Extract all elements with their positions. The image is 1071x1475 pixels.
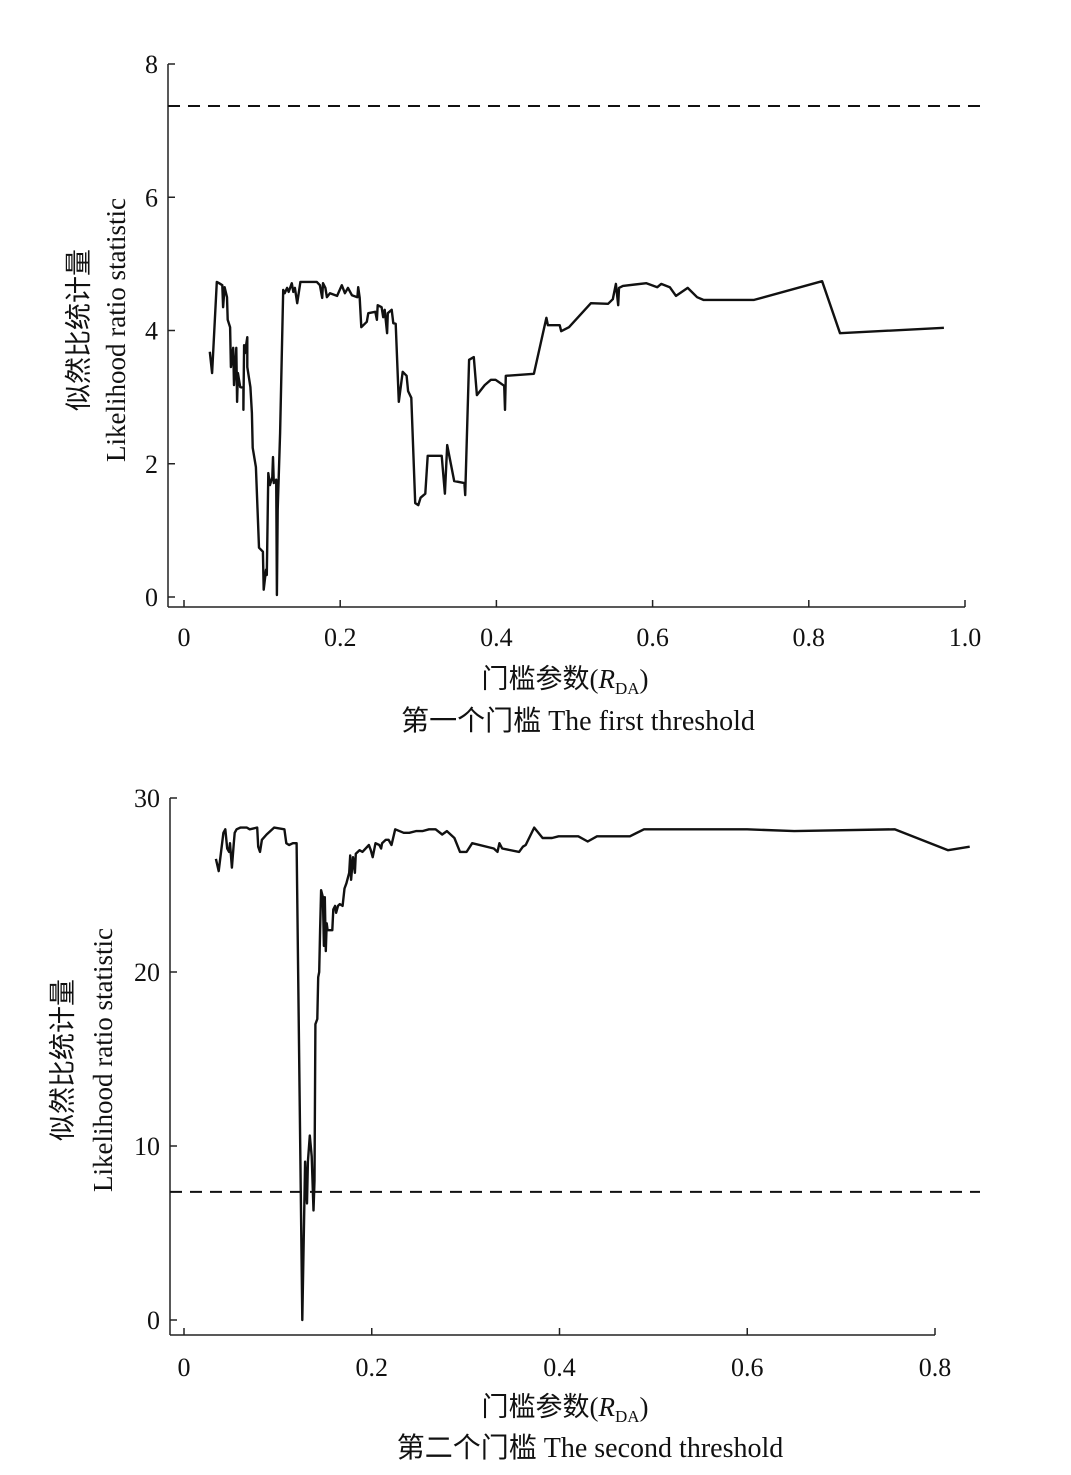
y-tick-label: 20 — [134, 958, 160, 987]
x-tick-label: 0.4 — [543, 1353, 576, 1382]
x-tick-label: 0.2 — [324, 623, 357, 652]
y-tick-label: 8 — [145, 50, 158, 79]
y-axis-label-en: Likelihood ratio statistic — [101, 198, 131, 462]
x-axis-label-main: 门槛参数( — [481, 1392, 598, 1422]
x-tick-label: 0.2 — [356, 1353, 389, 1382]
series-line-lr — [214, 826, 970, 1322]
y-tick-label: 2 — [145, 450, 158, 479]
x-axis-label: 门槛参数(RDA) — [481, 664, 648, 698]
x-tick-label: 0 — [178, 623, 191, 652]
series-line-lr — [208, 280, 944, 597]
y-tick-label: 10 — [134, 1132, 160, 1161]
y-tick-label: 0 — [145, 583, 158, 612]
y-tick-label: 6 — [145, 183, 158, 212]
y-tick-label: 4 — [145, 317, 158, 346]
x-axis-label-close: ) — [640, 664, 649, 694]
x-axis-label-sub: DA — [615, 1407, 640, 1426]
y-axis-label-cn: 似然比统计量 — [48, 979, 78, 1141]
x-tick-label: 1.0 — [949, 623, 982, 652]
x-tick-label: 0.8 — [919, 1353, 952, 1382]
chart-caption: 第二个门槛 The second threshold — [397, 1432, 784, 1464]
x-tick-label: 0 — [178, 1353, 191, 1382]
x-axis-label-sub: DA — [615, 679, 640, 698]
y-axis-label-en: Likelihood ratio statistic — [88, 928, 118, 1192]
x-axis-label-var: R — [597, 1392, 615, 1422]
y-axis-label-cn: 似然比统计量 — [64, 249, 94, 411]
x-axis-label-main: 门槛参数( — [481, 664, 598, 694]
x-tick-label: 0.6 — [636, 623, 669, 652]
x-tick-label: 0.8 — [793, 623, 826, 652]
chart-panel-1: 0 2 4 6 8 0 0.2 0.4 0.6 0.8 1.0 似然比统计量 Likelihood ra… — [64, 50, 981, 737]
x-axis-label-var: R — [597, 664, 615, 694]
chart-panel-2: 0 10 20 30 0 0.2 0.4 0.6 0.8 似然比统计量 Likelihood rat… — [48, 784, 980, 1464]
x-axis-label: 门槛参数(RDA) — [481, 1392, 648, 1426]
x-tick-label: 0.4 — [480, 623, 513, 652]
y-tick-label: 0 — [147, 1306, 160, 1335]
chart-caption: 第一个门槛 The first threshold — [401, 705, 755, 737]
y-tick-label: 30 — [134, 784, 160, 813]
x-axis-label-close: ) — [640, 1392, 649, 1422]
x-tick-label: 0.6 — [731, 1353, 764, 1382]
